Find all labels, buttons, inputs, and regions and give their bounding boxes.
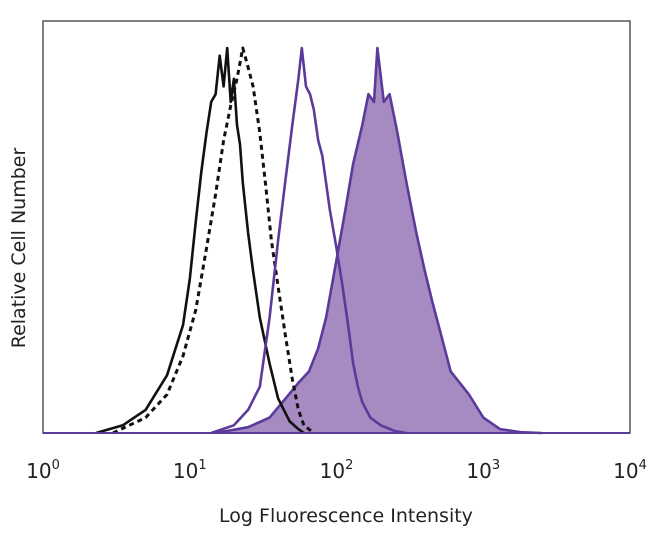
series-4-line — [215, 46, 542, 435]
y-axis-label: Relative Cell Number — [8, 148, 30, 349]
series-3 — [210, 46, 407, 435]
series-1 — [95, 46, 305, 435]
x-tick-label-4: 104 — [613, 458, 647, 483]
x-axis-label: Log Fluorescence Intensity — [219, 505, 473, 527]
x-tick-label-3: 103 — [466, 458, 500, 483]
x-tick-label-0: 100 — [26, 458, 60, 483]
x-tick-labels: 100 101 102 103 104 — [26, 458, 647, 483]
x-tick-label-1: 101 — [173, 458, 207, 483]
series-2 — [112, 46, 315, 435]
series-4-fill — [215, 48, 542, 433]
series-1-line — [95, 46, 305, 435]
series-3-line — [210, 46, 407, 435]
series-2-line — [112, 46, 315, 435]
x-tick-label-2: 102 — [320, 458, 354, 483]
series-layer — [43, 46, 630, 435]
series-4 — [215, 46, 542, 435]
